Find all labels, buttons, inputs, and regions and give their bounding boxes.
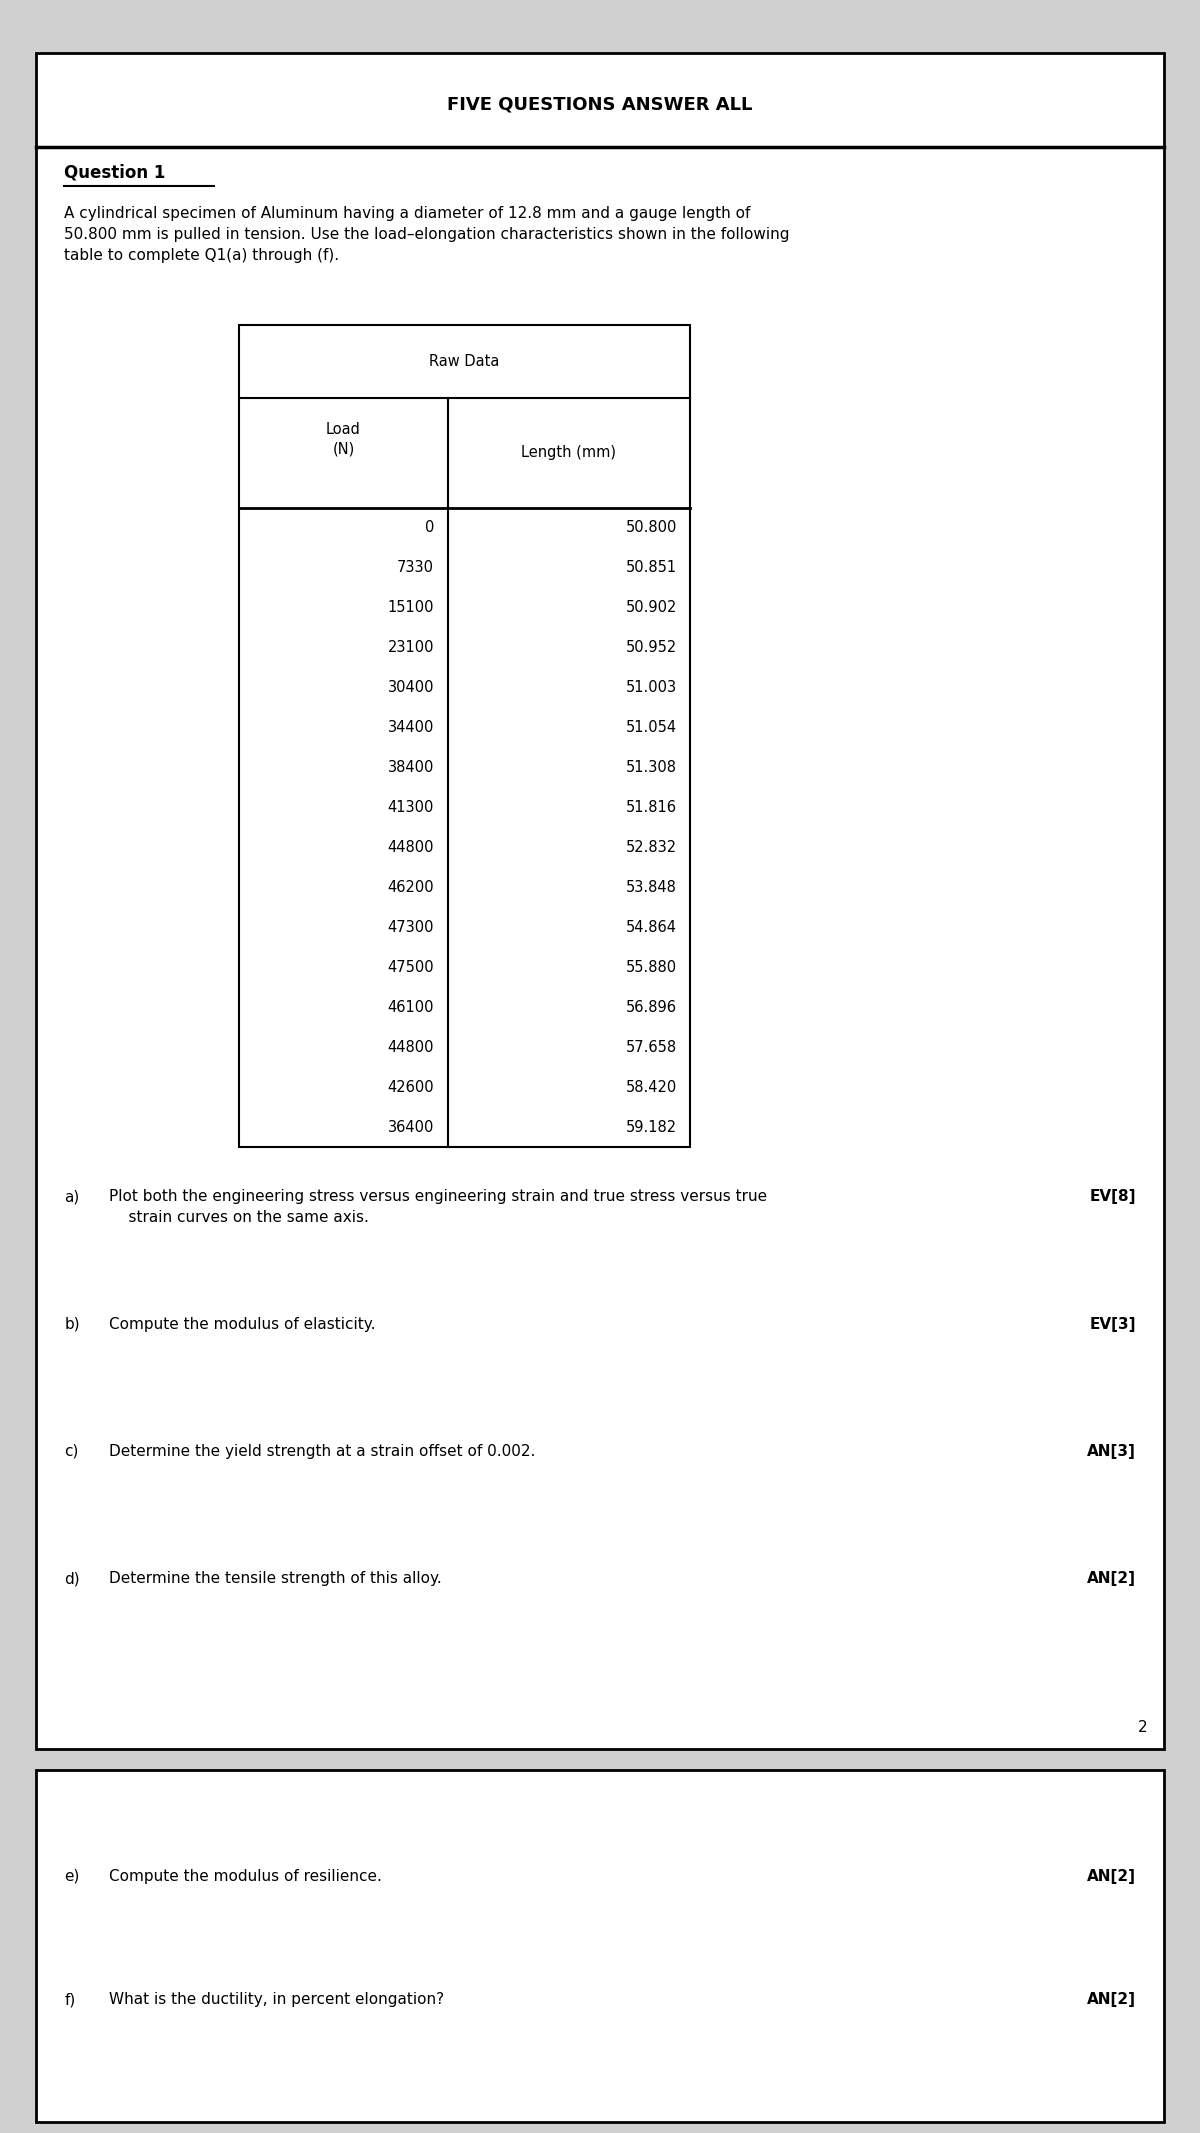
Text: b): b) bbox=[65, 1316, 80, 1331]
Text: 47300: 47300 bbox=[388, 919, 434, 934]
Text: 55.880: 55.880 bbox=[625, 960, 677, 975]
Text: AN[3]: AN[3] bbox=[1087, 1444, 1135, 1459]
Text: 41300: 41300 bbox=[388, 800, 434, 815]
Text: 30400: 30400 bbox=[388, 680, 434, 695]
Text: Question 1: Question 1 bbox=[65, 164, 166, 181]
Text: 23100: 23100 bbox=[388, 640, 434, 655]
Text: 46100: 46100 bbox=[388, 1000, 434, 1015]
Text: 51.003: 51.003 bbox=[625, 680, 677, 695]
Text: 58.420: 58.420 bbox=[625, 1079, 677, 1094]
Text: 42600: 42600 bbox=[388, 1079, 434, 1094]
Text: 47500: 47500 bbox=[388, 960, 434, 975]
Text: 56.896: 56.896 bbox=[625, 1000, 677, 1015]
Text: d): d) bbox=[65, 1572, 80, 1587]
Text: Determine the yield strength at a strain offset of 0.002.: Determine the yield strength at a strain… bbox=[109, 1444, 535, 1459]
Text: AN[2]: AN[2] bbox=[1087, 1992, 1135, 2007]
FancyBboxPatch shape bbox=[36, 1770, 1164, 2122]
Text: 44800: 44800 bbox=[388, 840, 434, 855]
Text: AN[2]: AN[2] bbox=[1087, 1572, 1135, 1587]
Text: 52.832: 52.832 bbox=[625, 840, 677, 855]
Text: EV[3]: EV[3] bbox=[1090, 1316, 1135, 1331]
Text: c): c) bbox=[65, 1444, 78, 1459]
Text: 50.800: 50.800 bbox=[625, 520, 677, 535]
Text: 50.952: 50.952 bbox=[625, 640, 677, 655]
Text: Determine the tensile strength of this alloy.: Determine the tensile strength of this a… bbox=[109, 1572, 442, 1587]
Text: Raw Data: Raw Data bbox=[430, 354, 500, 369]
Text: 51.308: 51.308 bbox=[625, 759, 677, 774]
Text: 2: 2 bbox=[1138, 1721, 1147, 1736]
FancyBboxPatch shape bbox=[36, 53, 1164, 1749]
Text: EV[8]: EV[8] bbox=[1090, 1190, 1135, 1205]
Text: 51.816: 51.816 bbox=[625, 800, 677, 815]
Text: 15100: 15100 bbox=[388, 599, 434, 614]
Text: 50.902: 50.902 bbox=[625, 599, 677, 614]
Text: 51.054: 51.054 bbox=[625, 721, 677, 736]
Text: A cylindrical specimen of Aluminum having a diameter of 12.8 mm and a gauge leng: A cylindrical specimen of Aluminum havin… bbox=[65, 207, 790, 262]
Text: 53.848: 53.848 bbox=[626, 879, 677, 896]
Text: a): a) bbox=[65, 1190, 79, 1205]
Text: 38400: 38400 bbox=[388, 759, 434, 774]
Text: 7330: 7330 bbox=[397, 561, 434, 576]
Text: 46200: 46200 bbox=[388, 879, 434, 896]
Text: Load
(N): Load (N) bbox=[326, 422, 361, 456]
Text: What is the ductility, in percent elongation?: What is the ductility, in percent elonga… bbox=[109, 1992, 444, 2007]
Text: 34400: 34400 bbox=[388, 721, 434, 736]
Text: FIVE QUESTIONS ANSWER ALL: FIVE QUESTIONS ANSWER ALL bbox=[448, 96, 752, 113]
Text: 36400: 36400 bbox=[388, 1120, 434, 1135]
Text: 0: 0 bbox=[425, 520, 434, 535]
Text: 50.851: 50.851 bbox=[625, 561, 677, 576]
Text: AN[2]: AN[2] bbox=[1087, 1869, 1135, 1883]
Text: Compute the modulus of elasticity.: Compute the modulus of elasticity. bbox=[109, 1316, 376, 1331]
Text: 59.182: 59.182 bbox=[625, 1120, 677, 1135]
Text: Compute the modulus of resilience.: Compute the modulus of resilience. bbox=[109, 1869, 382, 1883]
Text: f): f) bbox=[65, 1992, 76, 2007]
Text: 57.658: 57.658 bbox=[625, 1039, 677, 1054]
Text: Length (mm): Length (mm) bbox=[522, 446, 617, 461]
Text: 44800: 44800 bbox=[388, 1039, 434, 1054]
Text: e): e) bbox=[65, 1869, 79, 1883]
Text: Plot both the engineering stress versus engineering strain and true stress versu: Plot both the engineering stress versus … bbox=[109, 1190, 768, 1226]
Text: 54.864: 54.864 bbox=[625, 919, 677, 934]
